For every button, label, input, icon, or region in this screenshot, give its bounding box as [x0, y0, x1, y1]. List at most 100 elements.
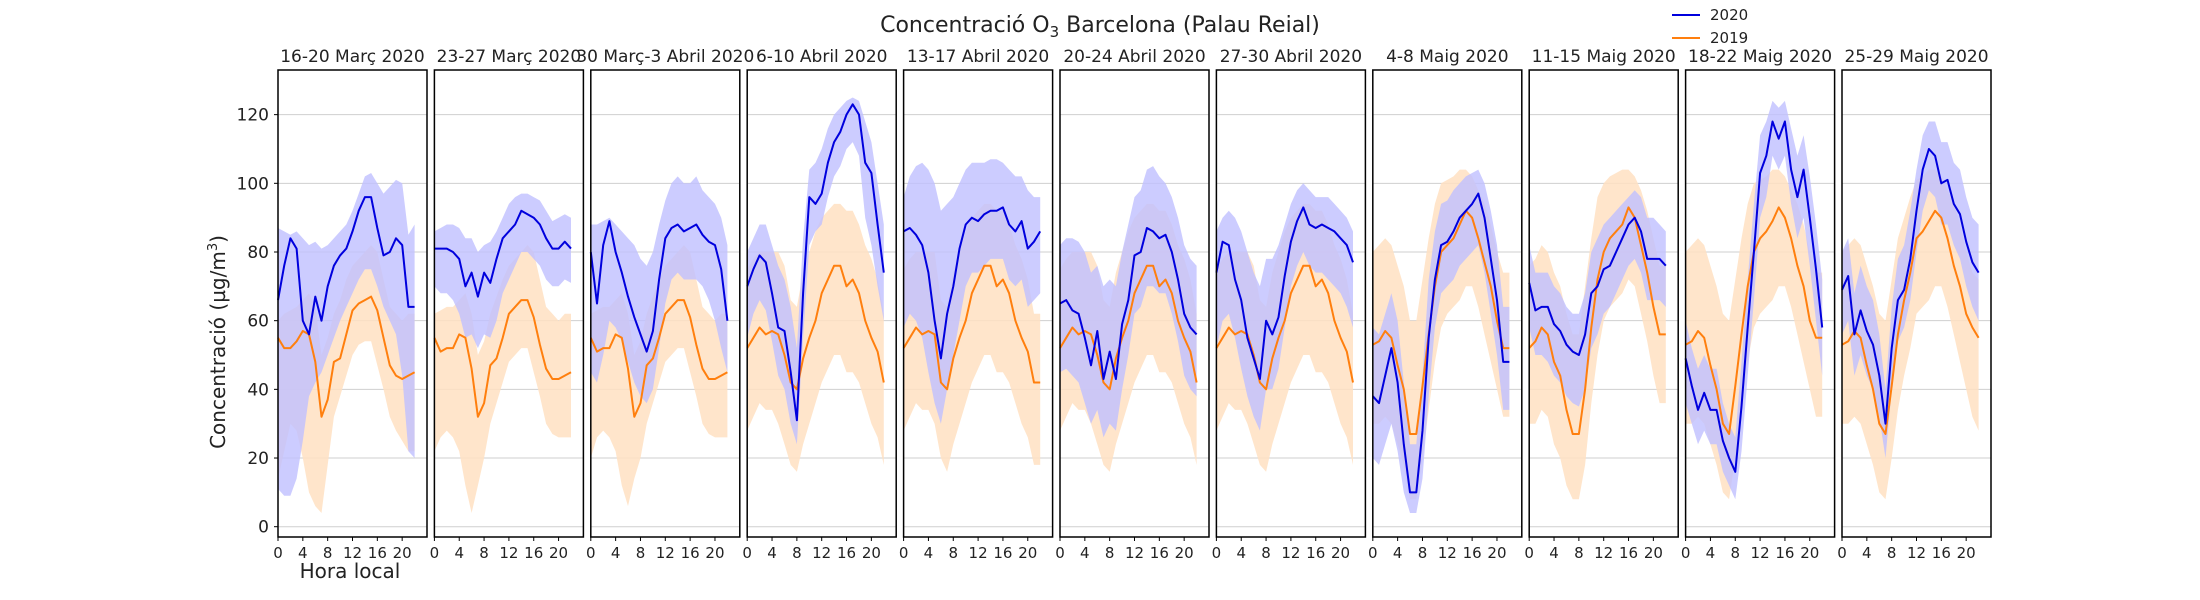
legend-item-2020: 2020	[1672, 6, 1748, 24]
series-line-2019	[1372, 209, 1510, 435]
panel-7: 27-30 Abril 2020 0 4 8 12 16 20	[1212, 47, 1367, 562]
x-tick-label: 4	[298, 544, 308, 562]
x-tick-label: 16	[1932, 544, 1951, 562]
panel-2: 23-27 Març 2020 0 4 8 12 16 20	[430, 47, 585, 562]
panel-title: 4-8 Maig 2020	[1386, 47, 1508, 67]
band-2020	[747, 97, 884, 445]
chart-title: Concentració O3 Barcelona (Palau Reial)	[880, 13, 1320, 41]
x-tick-label: 4	[1393, 544, 1403, 562]
legend-label: 2020	[1710, 6, 1748, 24]
y-axis-label-main: Concentració (µg/m	[206, 251, 230, 449]
x-tick-label: 0	[430, 544, 440, 562]
panel-10: 18-22 Maig 2020 0 4 8 12 16 20	[1681, 47, 1836, 562]
series-line-2019	[902, 264, 1041, 391]
x-tick-label: 8	[948, 544, 958, 562]
panel-title: 11-15 Maig 2020	[1532, 47, 1676, 67]
x-tick-label: 12	[1751, 544, 1770, 562]
x-tick-label: 8	[479, 544, 489, 562]
x-tick-label: 0	[742, 544, 752, 562]
series-line-2020	[1215, 206, 1354, 380]
panel-title: 13-17 Abril 2020	[907, 47, 1049, 67]
panel-title: 20-24 Abril 2020	[1063, 47, 1205, 67]
x-tick-label: 0	[1055, 544, 1065, 562]
x-tick-label: 8	[1730, 544, 1740, 562]
series-line-2020	[1528, 216, 1667, 356]
panel-title: 25-29 Maig 2020	[1844, 47, 1988, 67]
x-tick-label: 16	[1775, 544, 1794, 562]
x-tick-label: 12	[1907, 544, 1926, 562]
chart-title-subscript: 3	[1050, 23, 1060, 41]
panel-title: 18-22 Maig 2020	[1688, 47, 1832, 67]
series-line-2019	[1215, 264, 1354, 391]
legend: 2020 2019	[1672, 6, 1748, 47]
x-tick-label: 16	[1619, 544, 1638, 562]
legend-label: 2019	[1710, 29, 1748, 47]
y-axis-label-superscript: 3	[206, 243, 221, 251]
x-tick-label: 20	[1018, 544, 1037, 562]
x-tick-label: 4	[454, 544, 464, 562]
y-tick-label: 80	[247, 243, 269, 263]
x-tick-label: 20	[705, 544, 724, 562]
series-line-2019	[1528, 206, 1666, 435]
x-tick-label: 4	[1706, 544, 1716, 562]
x-tick-label: 4	[1080, 544, 1090, 562]
x-tick-label: 20	[1644, 544, 1663, 562]
x-tick-label: 0	[1681, 544, 1691, 562]
x-tick-label: 8	[1574, 544, 1584, 562]
x-tick-label: 12	[343, 544, 362, 562]
band-2020	[1685, 100, 1823, 500]
band-2020	[1216, 183, 1353, 431]
x-tick-label: 16	[837, 544, 856, 562]
legend-item-2019: 2019	[1672, 29, 1748, 47]
chart-title-main: Concentració O	[880, 13, 1049, 38]
y-tick-label: 100	[237, 174, 269, 194]
x-tick-label: 8	[792, 544, 802, 562]
series-line-2020	[746, 103, 885, 422]
series-line-2020	[277, 196, 415, 336]
band-2020	[434, 193, 571, 349]
series-line-2020	[903, 206, 1042, 360]
x-tick-label: 12	[1594, 544, 1613, 562]
x-tick-label: 8	[636, 544, 646, 562]
x-tick-label: 8	[1418, 544, 1428, 562]
panel-6: 20-24 Abril 2020 0 4 8 12 16 20	[1055, 47, 1210, 562]
x-tick-label: 0	[586, 544, 596, 562]
chart-title-rest: Barcelona (Palau Reial)	[1059, 13, 1320, 38]
panel-8: 4-8 Maig 2020 0 4 8 12 16 20	[1368, 47, 1523, 562]
x-tick-label: 8	[1261, 544, 1271, 562]
x-tick-label: 0	[1524, 544, 1534, 562]
x-tick-label: 16	[681, 544, 700, 562]
x-tick-label: 12	[1125, 544, 1144, 562]
band-2019	[747, 203, 884, 472]
x-tick-label: 4	[767, 544, 777, 562]
y-tick-label: 60	[247, 312, 269, 332]
band-2020	[278, 173, 415, 496]
y-tick-label: 120	[237, 106, 269, 126]
y-axis-label: Concentració (µg/m3)	[206, 235, 230, 449]
band-2020	[1842, 121, 1979, 458]
series-line-2020	[1841, 148, 1980, 425]
panel-title: 30 Març-3 Abril 2020	[576, 47, 754, 67]
series-line-2020	[1684, 120, 1824, 473]
y-axis-label-end: )	[206, 235, 230, 243]
series-line-2020	[1059, 227, 1198, 380]
x-tick-label: 20	[549, 544, 568, 562]
x-tick-label: 0	[1837, 544, 1847, 562]
x-tick-label: 16	[1306, 544, 1325, 562]
x-tick-label: 4	[1862, 544, 1872, 562]
series-line-2019	[746, 264, 885, 391]
x-tick-label: 12	[656, 544, 675, 562]
panel-title: 27-30 Abril 2020	[1220, 47, 1362, 67]
x-tick-label: 12	[969, 544, 988, 562]
x-tick-label: 0	[1368, 544, 1378, 562]
y-tick-label: 0	[258, 518, 269, 538]
x-tick-label: 12	[812, 544, 831, 562]
x-tick-label: 20	[1487, 544, 1506, 562]
panel-4: 6-10 Abril 2020 0 4 8 12 16 20	[742, 47, 897, 562]
x-tick-label: 20	[862, 544, 881, 562]
band-2020	[1372, 169, 1510, 513]
panel-5: 13-17 Abril 2020 0 4 8 12 16 20	[899, 47, 1054, 562]
